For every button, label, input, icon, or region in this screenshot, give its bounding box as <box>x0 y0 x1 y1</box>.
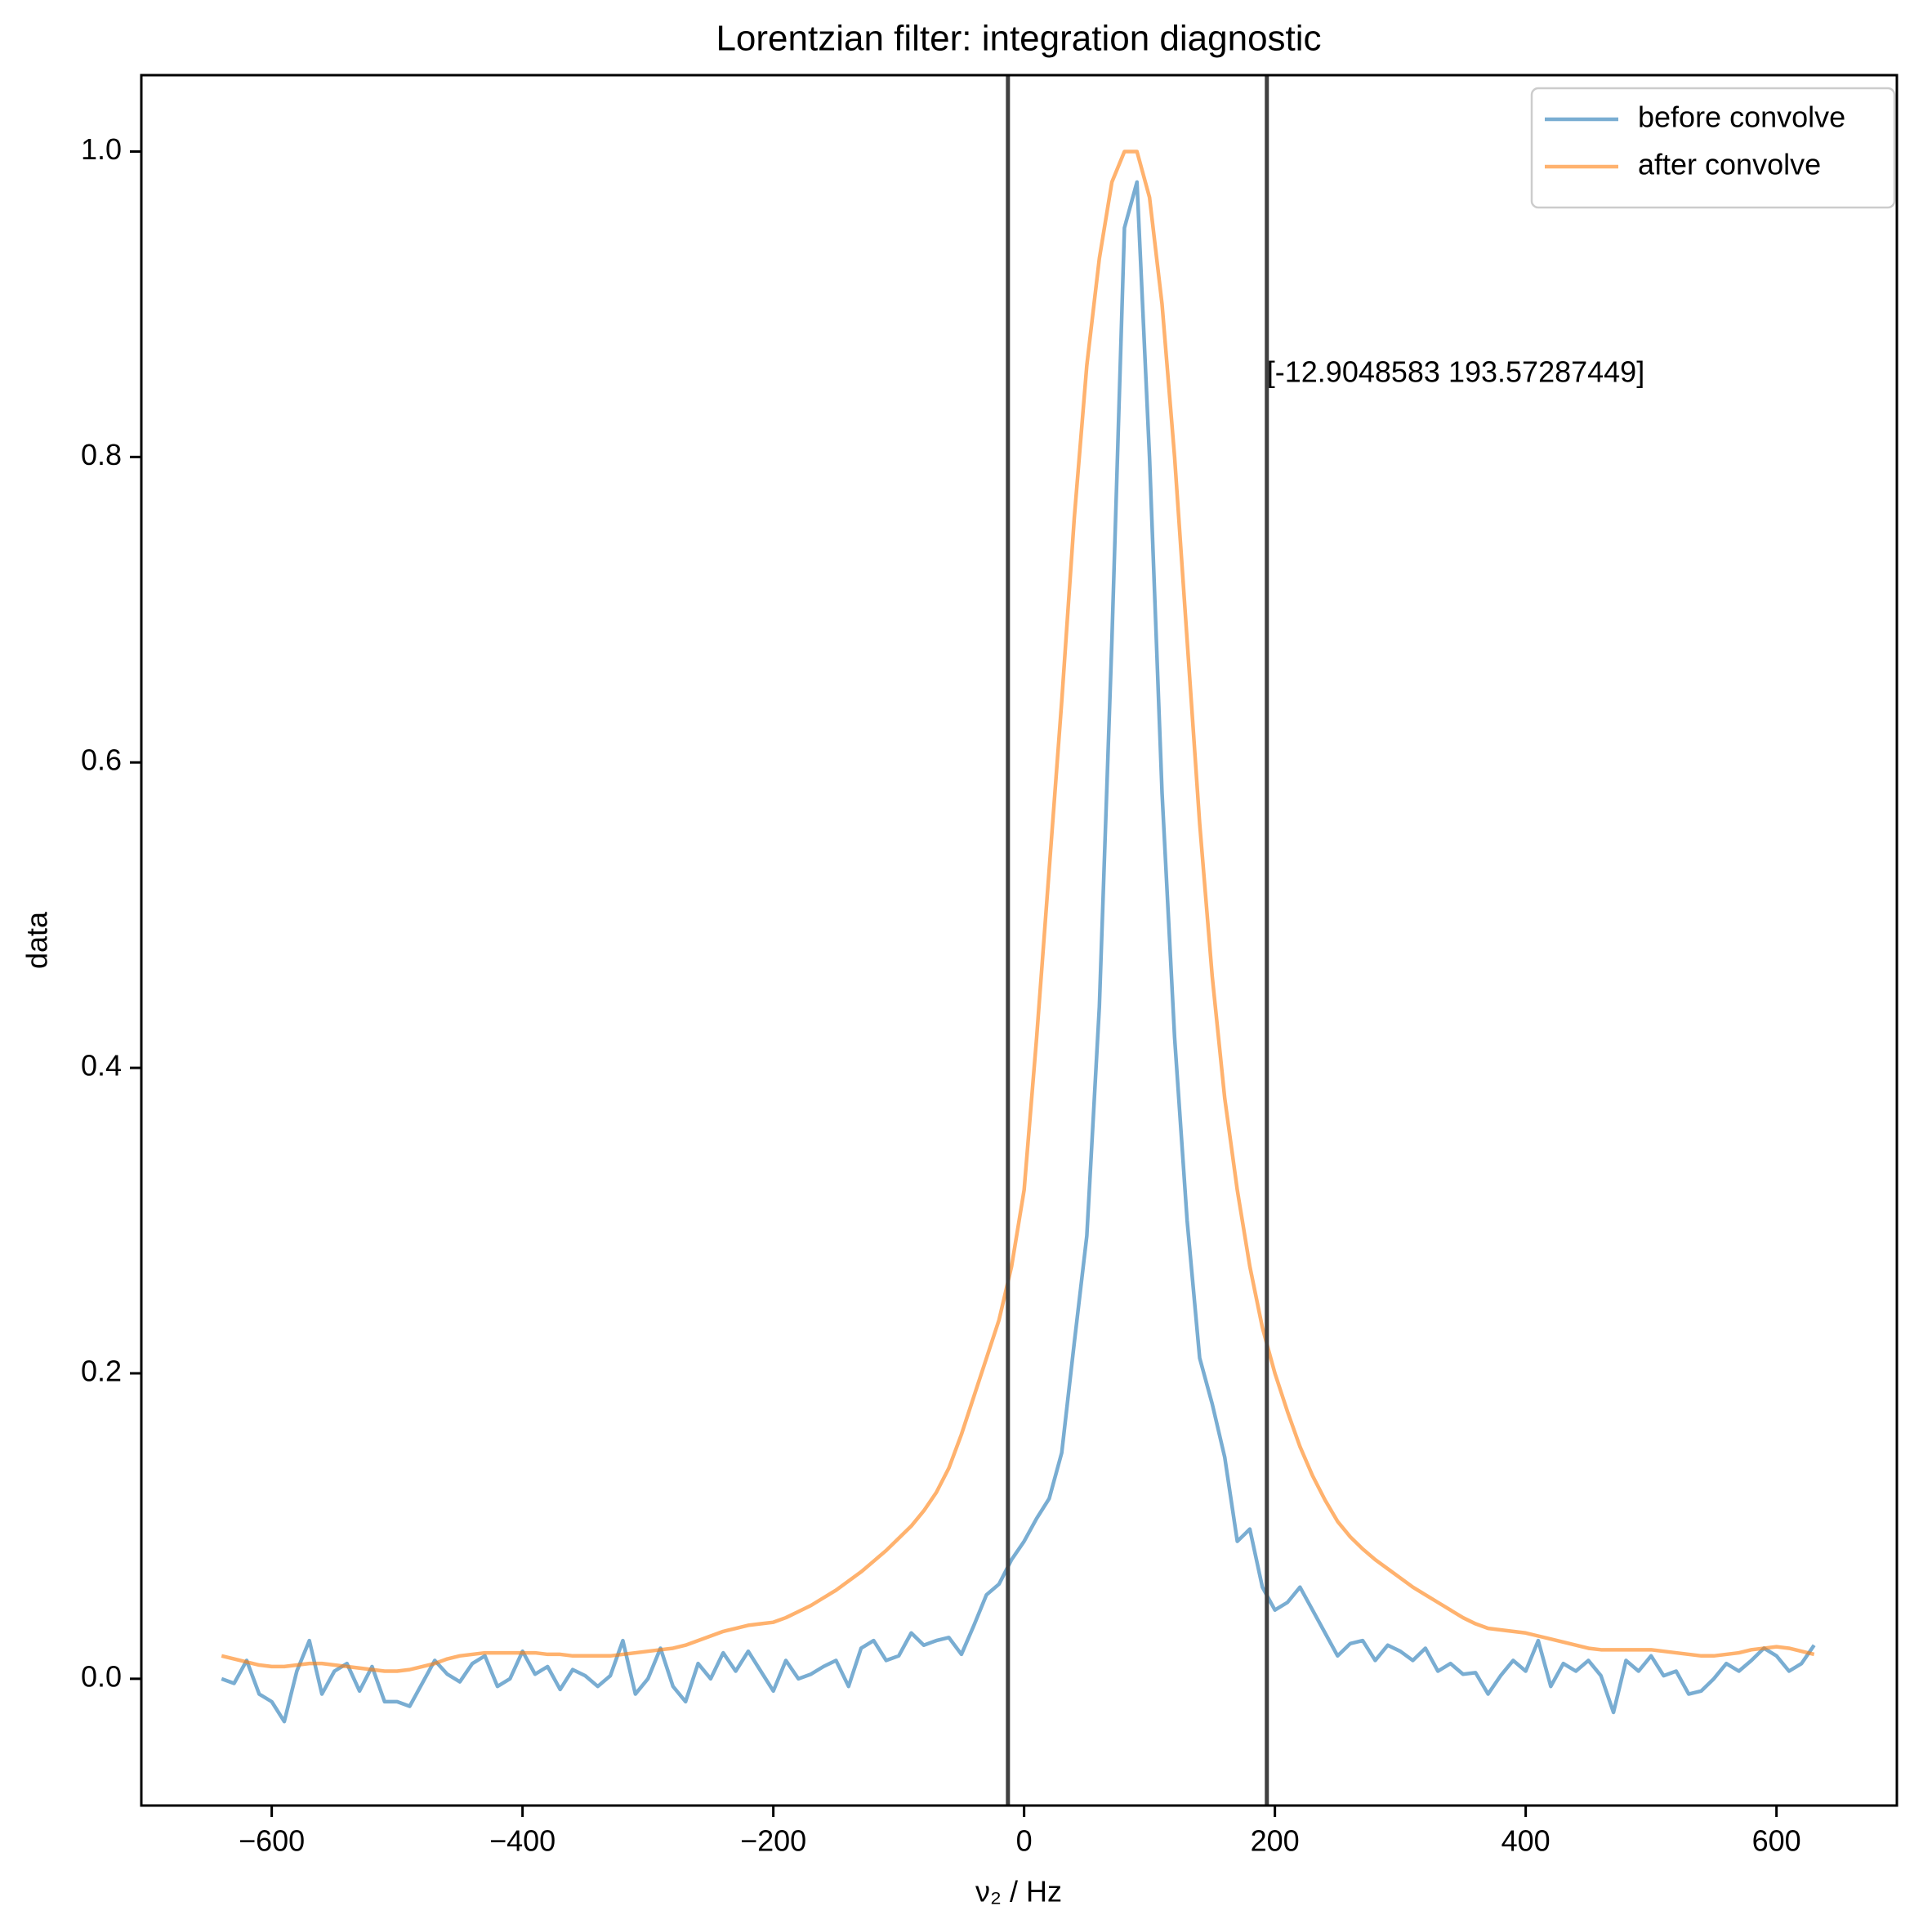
y-axis-label: data <box>20 911 54 969</box>
x-tick-label: 200 <box>1251 1824 1300 1858</box>
y-tick-label: 0.0 <box>81 1659 122 1693</box>
plot-frame <box>140 74 1899 1807</box>
x-tick-label: 400 <box>1501 1824 1551 1858</box>
legend-box <box>1530 87 1896 209</box>
x-tick-label: −200 <box>740 1824 806 1858</box>
y-tick-label: 0.6 <box>81 743 122 777</box>
series-line <box>221 180 1816 1724</box>
x-tick-label: 600 <box>1752 1824 1801 1858</box>
series-line <box>221 150 1815 1673</box>
legend-label: before convolve <box>1638 100 1845 134</box>
y-tick-label: 1.0 <box>81 132 122 166</box>
y-tick-label: 0.2 <box>81 1354 122 1387</box>
legend-label: after convolve <box>1638 148 1821 181</box>
x-axis-label: ν₂ / Hz <box>975 1875 1062 1908</box>
chart-title: Lorentzian filter: integration diagnosti… <box>716 19 1321 59</box>
y-tick-label: 0.8 <box>81 438 122 471</box>
x-tick-label: −400 <box>489 1824 556 1858</box>
x-tick-label: 0 <box>1016 1824 1033 1858</box>
y-tick-label: 0.4 <box>81 1049 122 1083</box>
x-tick-label: −600 <box>239 1824 305 1858</box>
annotation: [-12.9048583 193.57287449] <box>1267 355 1644 389</box>
